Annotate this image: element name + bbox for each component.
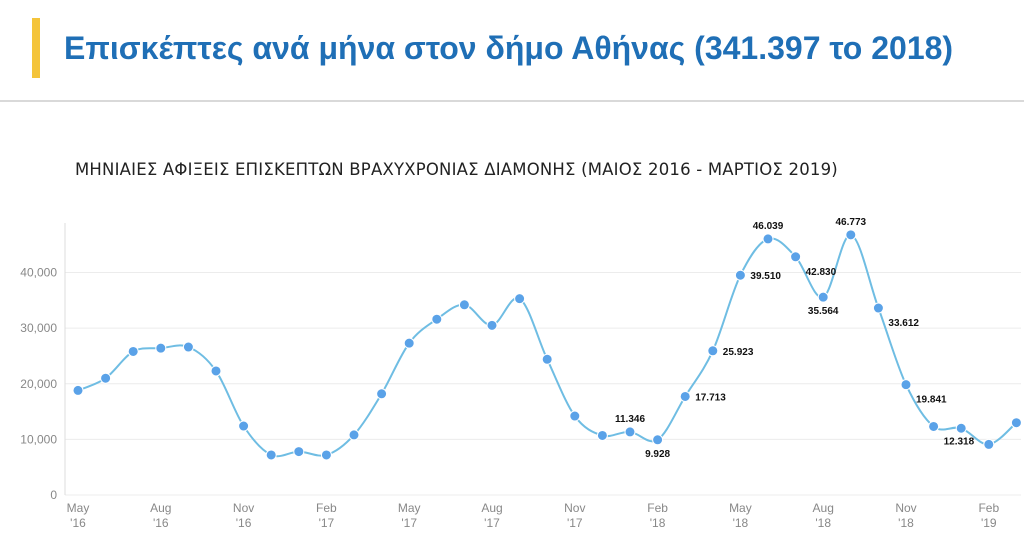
data-point: [320, 449, 332, 461]
data-point: [72, 384, 84, 396]
data-label: 39.510: [750, 271, 781, 282]
data-point: [762, 233, 774, 245]
x-tick-year: '18: [815, 516, 831, 530]
axes: 010,00020,00030,00040,000May'16Aug'16Nov…: [20, 223, 999, 530]
x-tick-year: '17: [484, 516, 500, 530]
data-point: [155, 342, 167, 354]
data-label: 25.923: [723, 347, 754, 358]
y-tick-label: 30,000: [20, 321, 57, 335]
x-tick-year: '19: [981, 516, 997, 530]
x-tick-year: '18: [650, 516, 666, 530]
data-point: [182, 341, 194, 353]
x-tick-year: '16: [70, 516, 86, 530]
header-divider: [0, 100, 1024, 102]
data-point: [872, 302, 884, 314]
data-point: [679, 390, 691, 402]
data-point: [569, 410, 581, 422]
data-point: [293, 446, 305, 458]
series-points: [72, 229, 1022, 461]
data-point: [458, 299, 470, 311]
chart-title: ΜΗΝΙΑΙΕΣ ΑΦΙΞΕΙΣ ΕΠΙΣΚΕΠΤΩΝ ΒΡΑΧΥΧΡΟΝΙΑΣ…: [75, 160, 838, 179]
data-point: [431, 313, 443, 325]
data-point: [403, 337, 415, 349]
x-tick-month: Feb: [647, 501, 668, 515]
x-tick-month: May: [67, 501, 90, 515]
y-tick-label: 20,000: [20, 377, 57, 391]
x-tick-month: May: [729, 501, 752, 515]
series-line: [77, 233, 1018, 458]
data-point: [707, 345, 719, 357]
data-label: 33.612: [888, 318, 919, 329]
y-tick-label: 40,000: [20, 266, 57, 280]
data-point: [900, 379, 912, 391]
x-tick-year: '16: [236, 516, 252, 530]
x-tick-year: '16: [153, 516, 169, 530]
page-title: Επισκέπτες ανά μήνα στον δήμο Αθήνας (34…: [64, 30, 954, 66]
data-point: [955, 422, 967, 434]
x-tick-month: Nov: [233, 501, 254, 515]
y-tick-label: 10,000: [20, 432, 57, 446]
data-point: [348, 429, 360, 441]
data-point: [845, 229, 857, 241]
data-point: [238, 420, 250, 432]
x-tick-month: May: [398, 501, 421, 515]
data-point: [652, 434, 664, 446]
data-point: [624, 426, 636, 438]
x-tick-month: Aug: [481, 501, 502, 515]
data-label: 42.830: [806, 267, 837, 278]
data-label: 46.039: [753, 221, 784, 232]
data-label: 17.713: [695, 392, 726, 403]
x-tick-year: '18: [898, 516, 914, 530]
data-point: [210, 365, 222, 377]
data-label: 35.564: [808, 306, 839, 317]
data-label: 19.841: [916, 395, 947, 406]
title-accent-bar: [32, 18, 40, 78]
data-point: [265, 449, 277, 461]
y-tick-label: 0: [50, 488, 57, 502]
grid-lines: [65, 272, 1021, 496]
series-line-path: [77, 233, 1018, 458]
x-tick-month: Nov: [895, 501, 916, 515]
x-tick-month: Aug: [813, 501, 834, 515]
data-point: [790, 251, 802, 263]
x-tick-year: '17: [401, 516, 417, 530]
data-point: [983, 438, 995, 450]
data-labels: 11.346 9.928 17.713 25.923 39.510 46.039 42.83…: [615, 217, 975, 460]
x-tick-month: Aug: [150, 501, 171, 515]
data-point: [376, 388, 388, 400]
data-label: 12.318: [944, 436, 975, 447]
x-tick-month: Feb: [978, 501, 999, 515]
x-tick-month: Feb: [316, 501, 337, 515]
data-point: [514, 293, 526, 305]
data-label: 9.928: [645, 449, 670, 460]
x-tick-year: '18: [733, 516, 749, 530]
data-point: [1010, 417, 1022, 429]
x-tick-year: '17: [319, 516, 335, 530]
data-point: [734, 269, 746, 281]
data-point: [928, 420, 940, 432]
x-tick-month: Nov: [564, 501, 585, 515]
data-point: [541, 353, 553, 365]
data-point: [100, 372, 112, 384]
data-label: 11.346: [615, 414, 645, 425]
data-point: [817, 291, 829, 303]
data-point: [127, 345, 139, 357]
x-tick-year: '17: [567, 516, 583, 530]
data-point: [486, 319, 498, 331]
data-label: 46.773: [836, 217, 867, 228]
data-point: [596, 429, 608, 441]
